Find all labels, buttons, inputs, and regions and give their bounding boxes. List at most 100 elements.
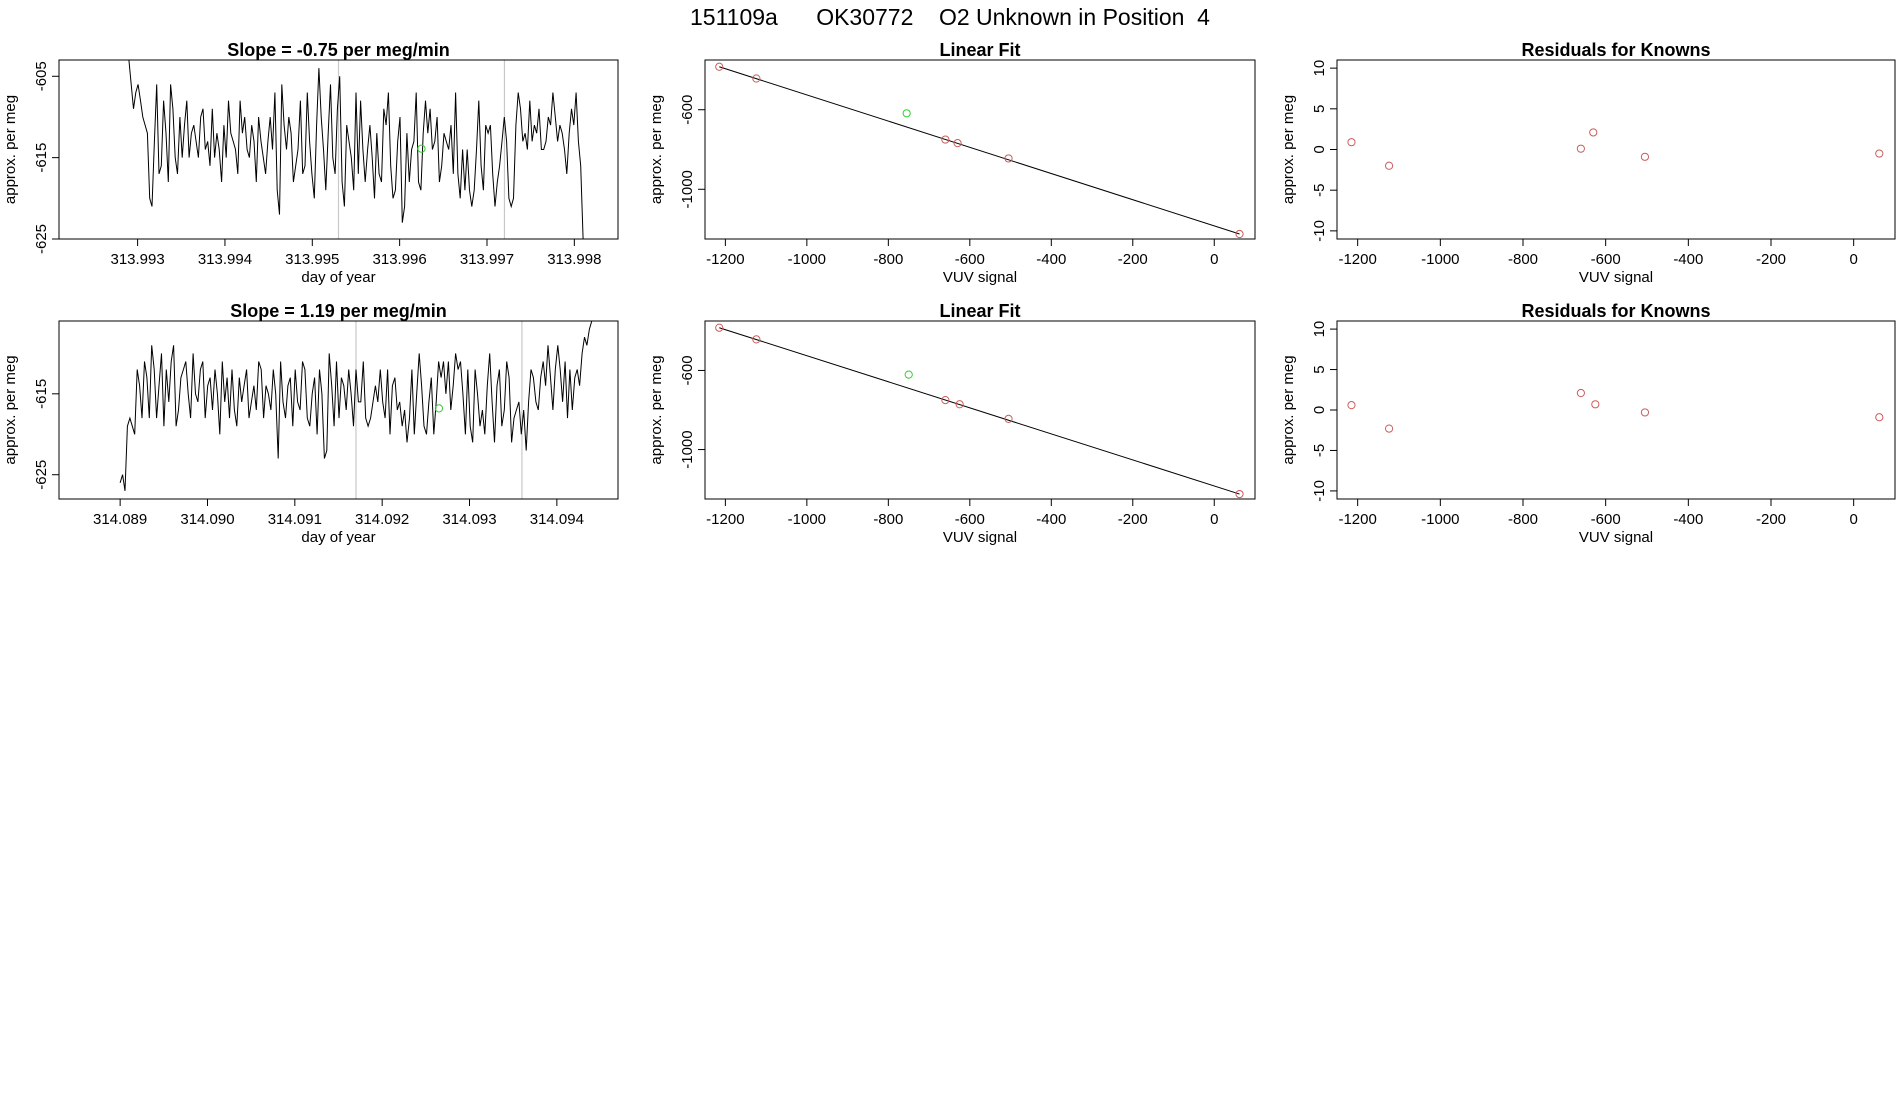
- x-tick-label: -800: [873, 251, 903, 268]
- known-point: [1640, 408, 1650, 417]
- x-tick-label: -600: [955, 251, 985, 268]
- chart-title: Linear Fit: [939, 301, 1020, 321]
- known-point: [1875, 413, 1884, 422]
- fit-line: [719, 66, 1240, 235]
- x-tick-label: -400: [1036, 511, 1066, 528]
- x-tick-label: -1000: [1421, 511, 1459, 528]
- plot-frame: [1336, 59, 1896, 240]
- known-point: [941, 135, 950, 144]
- unknown-point: [902, 109, 911, 118]
- x-tick-label: -200: [1756, 511, 1786, 528]
- known-point: [1384, 161, 1394, 170]
- x-tick-label: 313.995: [285, 251, 339, 268]
- y-tick-label: -1000: [679, 430, 696, 468]
- y-tick-label: -10: [1311, 220, 1328, 242]
- series-line: [128, 60, 584, 239]
- x-axis-label: day of year: [301, 529, 375, 546]
- linear-fit-panel-2: Linear Fit -1200 -1000 -800 -600 -400 -200 0 -60…: [648, 301, 1256, 546]
- known-point: [1640, 152, 1650, 161]
- x-tick-label: 314.092: [355, 511, 409, 528]
- chart-title: Slope = 1.19 per meg/min: [230, 301, 447, 321]
- y-tick-label: 5: [1311, 105, 1328, 113]
- y-tick-label: 10: [1311, 321, 1328, 338]
- x-tick-label: -800: [873, 511, 903, 528]
- x-tick-label: 313.993: [110, 251, 164, 268]
- known-point: [1235, 489, 1244, 499]
- x-tick-label: -1200: [706, 251, 744, 268]
- known-point: [1589, 128, 1598, 137]
- y-tick-label: -5: [1311, 444, 1328, 457]
- chart-title: Residuals for Knowns: [1521, 301, 1710, 321]
- known-point: [1004, 154, 1013, 163]
- residuals-panel-1: Residuals for Knowns-1200 -1000 -800 -600 -4…: [1280, 40, 1896, 286]
- chart-title: Linear Fit: [939, 40, 1020, 60]
- y-tick-label: 10: [1311, 60, 1328, 77]
- y-axis-label: approx. per meg: [1280, 95, 1297, 204]
- y-tick-label: -615: [33, 379, 50, 409]
- y-tick-label: -605: [33, 61, 50, 91]
- x-tick-label: 0: [1849, 511, 1857, 528]
- known-point: [1875, 149, 1884, 158]
- known-point: [1591, 400, 1600, 409]
- y-tick-label: -625: [33, 460, 50, 490]
- y-tick-label: -625: [33, 224, 50, 254]
- linear-fit-panel-1: Linear Fit -1200 -1000 -800 -600 -400 -200 0 -60…: [648, 40, 1256, 286]
- x-tick-label: 313.994: [198, 251, 252, 268]
- chart-title: Residuals for Knowns: [1521, 40, 1710, 60]
- plot-frame: [704, 320, 1256, 500]
- x-tick-label: -1200: [706, 511, 744, 528]
- x-tick-label: -200: [1756, 251, 1786, 268]
- x-tick-label: -1200: [1338, 511, 1376, 528]
- plot-frame: [1336, 320, 1896, 500]
- known-point: [1235, 229, 1244, 239]
- x-axis-label: VUV signal: [1579, 269, 1653, 286]
- x-tick-label: -1000: [1421, 251, 1459, 268]
- known-point: [1004, 414, 1013, 423]
- x-tick-label: -400: [1673, 511, 1703, 528]
- figure-title: 151109a OK30772 O2 Unknown in Position 4: [690, 4, 1210, 30]
- x-tick-label: -1200: [1338, 251, 1376, 268]
- known-point: [752, 335, 761, 344]
- y-axis-label: approx. per meg: [1280, 355, 1297, 464]
- x-axis-label: VUV signal: [943, 529, 1017, 546]
- x-tick-label: -200: [1118, 511, 1148, 528]
- y-tick-label: -1000: [679, 170, 696, 208]
- timeseries-panel-1: Slope = -0.75 per meg/min 313.993 313.994 3…: [2, 40, 619, 286]
- x-tick-label: 0: [1210, 251, 1218, 268]
- y-tick-label: -10: [1311, 480, 1328, 502]
- x-tick-label: -600: [955, 511, 985, 528]
- residuals-panel-2: Residuals for Knowns-1200 -1000 -800 -600 -4…: [1280, 301, 1896, 546]
- x-tick-label: 314.089: [93, 511, 147, 528]
- fit-line: [719, 327, 1240, 495]
- plot-frame: [704, 59, 1256, 240]
- y-tick-label: -600: [679, 355, 696, 385]
- y-tick-label: 0: [1311, 145, 1328, 153]
- x-tick-label: 314.094: [530, 511, 584, 528]
- known-point: [1576, 388, 1585, 398]
- known-point: [1347, 401, 1356, 410]
- known-point: [955, 400, 964, 409]
- y-tick-label: 5: [1311, 365, 1328, 373]
- x-tick-label: 0: [1210, 511, 1218, 528]
- x-axis-label: day of year: [301, 269, 375, 286]
- x-tick-label: -400: [1673, 251, 1703, 268]
- y-tick-label: -615: [33, 143, 50, 173]
- x-tick-label: -1000: [788, 251, 826, 268]
- known-point: [715, 323, 724, 332]
- y-axis-label: approx. per meg: [648, 355, 665, 464]
- known-point: [941, 396, 950, 405]
- chart-title: Slope = -0.75 per meg/min: [227, 40, 450, 60]
- x-tick-label: 314.090: [180, 511, 234, 528]
- y-tick-label: -5: [1311, 184, 1328, 197]
- x-tick-label: 314.093: [442, 511, 496, 528]
- known-point: [1384, 424, 1394, 433]
- timeseries-panel-2: Slope = 1.19 per meg/min 314.089 314.090 31…: [2, 301, 619, 546]
- x-tick-label: -800: [1508, 251, 1538, 268]
- x-axis-label: VUV signal: [1579, 529, 1653, 546]
- y-axis-label: approx. per meg: [648, 95, 665, 204]
- y-axis-label: approx. per meg: [2, 95, 19, 204]
- unknown-point: [417, 144, 426, 153]
- x-tick-label: 314.091: [268, 511, 322, 528]
- x-tick-label: -800: [1508, 511, 1538, 528]
- x-axis-label: VUV signal: [943, 269, 1017, 286]
